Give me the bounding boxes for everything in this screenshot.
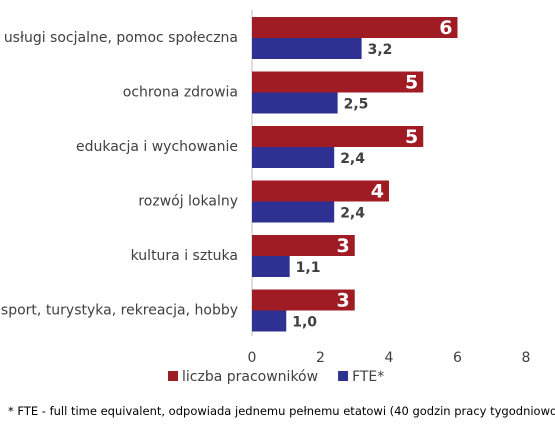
data-label-workers: 3 xyxy=(337,235,350,257)
x-tick-label: 0 xyxy=(248,350,257,366)
data-label-workers: 5 xyxy=(405,72,418,94)
bar-workers xyxy=(252,289,355,311)
footnote: * FTE - full time equivalent, odpowiada … xyxy=(8,404,555,418)
x-tick-label: 6 xyxy=(453,350,462,366)
category-labels: usługi socjalne, pomoc społeczna ochrona … xyxy=(1,30,238,319)
bar-fte xyxy=(252,38,362,59)
bar-fte xyxy=(252,201,335,223)
bar-workers xyxy=(252,17,458,38)
x-tick-label: 8 xyxy=(522,350,531,366)
bar-workers xyxy=(252,235,355,256)
bar-workers xyxy=(252,71,424,93)
data-label-fte: 2,4 xyxy=(340,151,365,167)
x-tick-label: 2 xyxy=(316,350,325,366)
data-label-workers: 3 xyxy=(337,290,350,312)
bar-fte xyxy=(252,92,338,114)
data-label-fte: 3,2 xyxy=(368,42,393,58)
bar-fte xyxy=(252,310,287,332)
legend-swatch-workers xyxy=(168,371,178,381)
category-label: ochrona zdrowia xyxy=(123,85,238,101)
data-label-workers: 5 xyxy=(405,126,418,148)
x-tick-label: 4 xyxy=(385,350,394,366)
data-label-fte: 2,5 xyxy=(344,97,369,113)
category-label: kultura i sztuka xyxy=(131,248,238,264)
category-label: edukacja i wychowanie xyxy=(76,139,238,155)
chart: usługi socjalne, pomoc społeczna ochrona … xyxy=(1,10,531,385)
x-tick-labels: 0 2 4 6 8 xyxy=(248,350,531,366)
category-label: sport, turystyka, rekreacja, hobby xyxy=(1,303,238,319)
data-label-workers: 6 xyxy=(439,17,452,39)
data-label-workers: 4 xyxy=(371,181,384,203)
legend-swatch-fte xyxy=(338,371,349,381)
data-label-fte: 1,0 xyxy=(292,315,317,331)
data-label-fte: 1,1 xyxy=(296,260,321,276)
category-label: usługi socjalne, pomoc społeczna xyxy=(4,30,238,46)
data-label-fte: 2,4 xyxy=(340,206,365,222)
legend-label-fte: FTE* xyxy=(352,369,384,385)
bar-fte xyxy=(252,256,290,277)
bar-workers xyxy=(252,180,389,202)
legend: liczba pracowników FTE* xyxy=(168,369,384,385)
bars: 6 3,2 5 2,5 5 2,4 4 2,4 3 1,1 3 1,0 xyxy=(252,17,458,332)
bar-fte xyxy=(252,147,335,168)
category-label: rozwój lokalny xyxy=(138,194,238,210)
bar-workers xyxy=(252,126,424,147)
legend-label-workers: liczba pracowników xyxy=(182,369,318,385)
